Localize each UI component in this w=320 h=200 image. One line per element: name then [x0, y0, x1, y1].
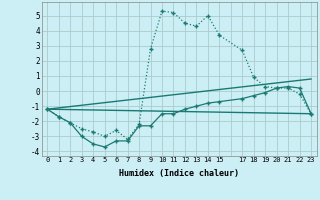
X-axis label: Humidex (Indice chaleur): Humidex (Indice chaleur)	[119, 169, 239, 178]
